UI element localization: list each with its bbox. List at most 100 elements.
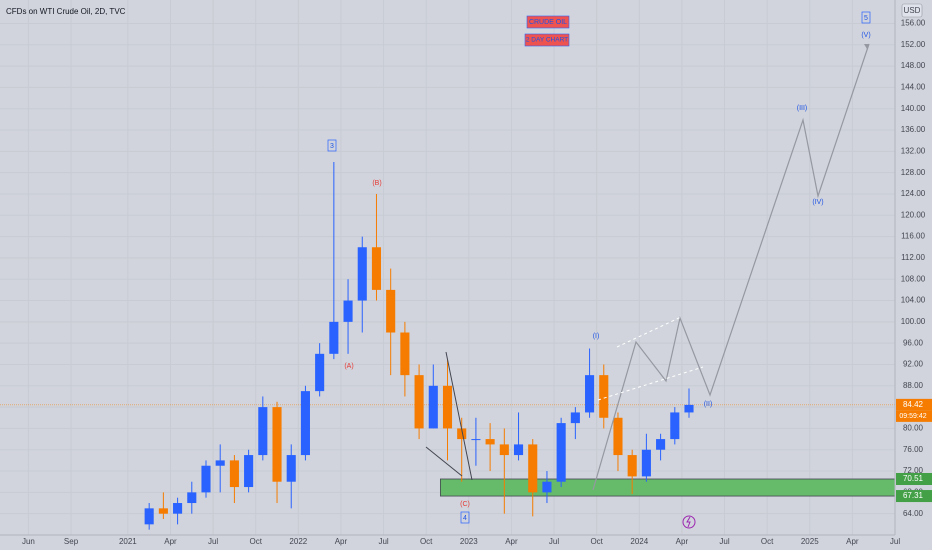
candle-body: [343, 300, 353, 322]
zone-top-label: 70.51: [903, 474, 924, 483]
candle-body: [471, 439, 481, 441]
y-tick-label: 92.00: [903, 360, 924, 369]
arrow-head: [864, 44, 869, 49]
candle-body: [641, 449, 651, 477]
y-tick-label: 96.00: [903, 338, 924, 347]
label-box: [524, 33, 570, 47]
x-tick-label: Apr: [505, 537, 518, 546]
candle-body: [585, 375, 595, 413]
x-tick-label: Jul: [719, 537, 729, 546]
event-icon-bolt: [686, 516, 691, 528]
candle-body: [670, 412, 680, 440]
label-box: [526, 15, 570, 29]
chart-title: CFDs on WTI Crude Oil, 2D, TVC: [6, 7, 126, 16]
y-tick-label: 128.00: [901, 168, 926, 177]
y-tick-label: 140.00: [901, 104, 926, 113]
candle-body: [173, 503, 183, 514]
x-tick-label: Apr: [164, 537, 177, 546]
zone-bottom-label-box: [896, 490, 932, 503]
x-tick-label: 2025: [801, 537, 819, 546]
candle-body: [300, 391, 310, 456]
x-tick-label: Oct: [590, 537, 603, 546]
candle-body: [457, 428, 467, 440]
candle-body: [215, 460, 225, 466]
current-price-label-box: [896, 398, 932, 411]
support-zone: [439, 478, 896, 497]
x-tick-label: Jun: [22, 537, 35, 546]
candle-body: [528, 444, 538, 493]
x-tick-label: Apr: [846, 537, 859, 546]
wave-label: 5: [864, 15, 868, 22]
event-icon[interactable]: [682, 515, 696, 529]
wave-label: (I): [593, 333, 600, 340]
wave-label: (B): [372, 180, 381, 187]
x-tick-label: Oct: [420, 537, 433, 546]
candle-body: [371, 247, 382, 290]
wave-label: (III): [797, 105, 808, 112]
y-tick-label: 72.00: [903, 466, 924, 475]
candle-body: [556, 423, 566, 482]
y-tick-label: 112.00: [901, 253, 925, 262]
y-tick-label: 88.00: [903, 381, 924, 390]
projection-path: [592, 43, 870, 491]
y-tick-label: 64.00: [903, 509, 924, 518]
y-tick-label: 80.00: [903, 424, 924, 433]
x-tick-label: 2024: [630, 537, 648, 546]
candle-body: [442, 385, 453, 429]
trend-line: [425, 446, 463, 477]
countdown-box: [896, 410, 932, 422]
wave-label: 3: [330, 143, 334, 150]
current-price-label: 84.42: [903, 400, 924, 409]
channel-line: [597, 366, 704, 401]
x-tick-label: 2022: [289, 537, 307, 546]
x-tick-label: Apr: [676, 537, 689, 546]
candles: [144, 161, 694, 530]
candle-body: [357, 247, 367, 301]
wave-label: (V): [861, 32, 870, 39]
candle-body: [414, 375, 424, 429]
trend-line: [445, 351, 473, 481]
candle-body: [158, 508, 168, 514]
candle-body: [386, 289, 396, 333]
wave-label: 4: [463, 515, 467, 522]
y-tick-label: 120.00: [901, 210, 926, 219]
candle-body: [499, 444, 509, 456]
x-tick-label: Jul: [378, 537, 388, 546]
x-tick-label: Apr: [335, 537, 348, 546]
zone-top-label-box: [896, 472, 932, 485]
candle-body: [229, 460, 239, 488]
y-tick-label: 144.00: [901, 82, 926, 91]
wave-box: [861, 11, 871, 24]
currency-box[interactable]: [901, 3, 923, 18]
candle-body: [144, 508, 154, 525]
candle-body: [485, 439, 495, 445]
axes: 64.0068.0072.0076.0080.0084.0088.0092.00…: [22, 19, 932, 546]
candle-body: [570, 412, 580, 424]
candle-body: [286, 455, 296, 482]
y-tick-label: 76.00: [903, 445, 924, 454]
y-tick-label: 104.00: [901, 296, 926, 305]
candle-body: [258, 407, 268, 456]
y-tick-label: 148.00: [901, 61, 926, 70]
candle-body: [400, 332, 410, 376]
candle-body: [684, 404, 694, 413]
x-tick-label: 2021: [119, 537, 137, 546]
candle-body: [244, 455, 254, 488]
x-tick-label: Jul: [890, 537, 900, 546]
x-tick-label: Oct: [761, 537, 774, 546]
candle-body: [272, 407, 282, 482]
x-tick-label: Jul: [208, 537, 218, 546]
y-tick-label: 152.00: [901, 40, 926, 49]
zone-bottom-label: 67.31: [903, 491, 924, 500]
candle-body: [428, 385, 438, 429]
x-tick-label: Sep: [64, 537, 79, 546]
candle-body: [613, 417, 623, 456]
y-tick-label: 136.00: [901, 125, 926, 134]
annotation: 2 DAY CHART: [526, 37, 568, 44]
y-tick-label: 124.00: [901, 189, 926, 198]
candle-body: [542, 481, 552, 493]
x-tick-label: Jul: [549, 537, 559, 546]
wave-box: [460, 511, 470, 524]
